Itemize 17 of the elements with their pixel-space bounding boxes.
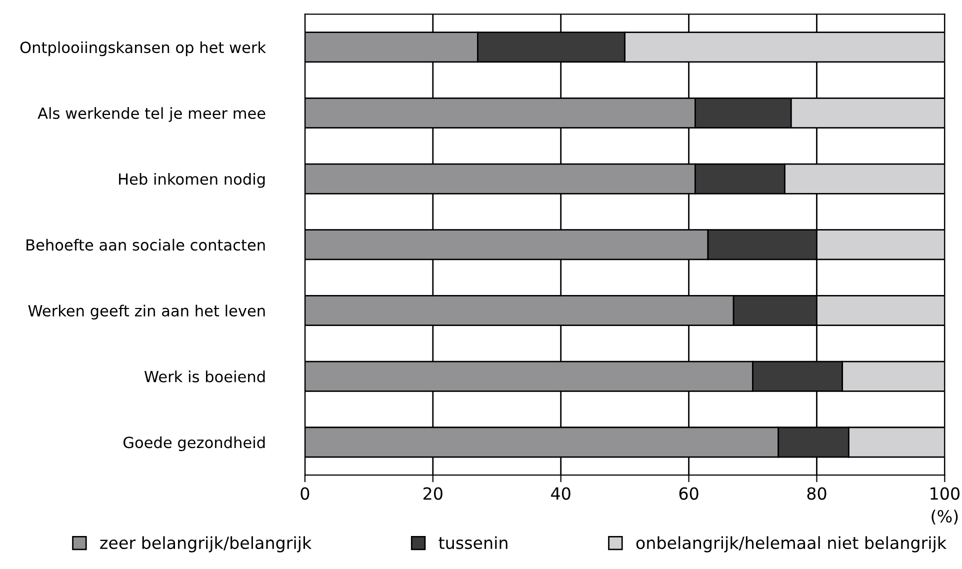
x-tick-label: 40 <box>551 487 570 500</box>
legend-label: tussenin <box>438 536 508 550</box>
x-tick-label: 0 <box>300 487 310 500</box>
y-tick-label: Als werkende tel je meer mee <box>38 107 266 122</box>
x-tick-label: 60 <box>679 487 698 500</box>
y-tick-label: Ontplooiingskansen op het werk <box>20 41 266 56</box>
y-tick-label: Werk is boeiend <box>144 370 265 382</box>
x-tick-label: 80 <box>807 487 826 500</box>
y-tick-label: Behoefte aan sociale contacten <box>26 238 265 251</box>
y-tick-label: Heb inkomen nodig <box>119 173 265 188</box>
x-tick-label: 20 <box>424 487 442 500</box>
x-tick-label: 100 <box>930 487 960 500</box>
y-tick-label: Werken geeft zin aan het leven <box>28 304 265 320</box>
y-tick-label: Goede gezondheid <box>124 436 265 452</box>
x-axis-title: (%) <box>932 510 958 525</box>
legend-label: zeer belangrijk/belangrijk <box>100 536 312 552</box>
legend-label: onbelangrijk/helemaal niet belangrijk <box>636 536 947 552</box>
